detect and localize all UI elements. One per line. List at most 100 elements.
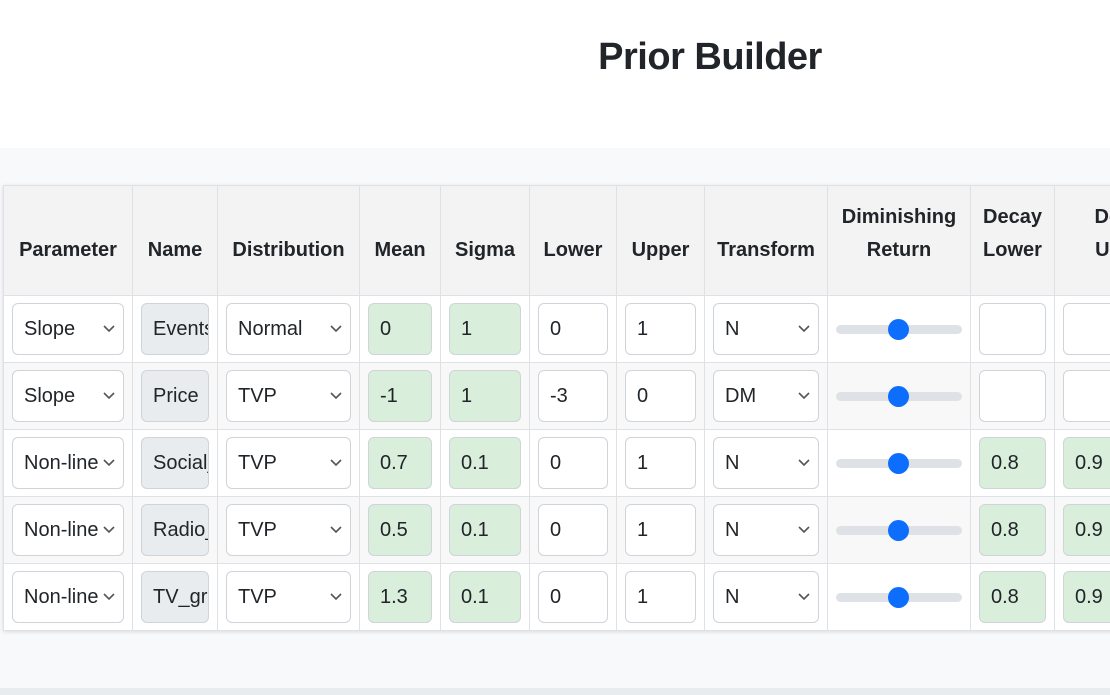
table-cell: -3 [529,362,617,430]
decay_upper-input[interactable]: 0.9 [1063,571,1110,623]
distribution-select[interactable]: Normal [226,303,351,355]
table-cell [1054,295,1110,363]
lower-input[interactable]: 0 [538,571,608,623]
table-cell: 0.5 [359,496,441,564]
sigma-input[interactable]: 0.1 [449,571,521,623]
table-cell: 0.9 [1054,563,1110,631]
column-header: Upper [616,185,705,296]
lower-input[interactable]: 0 [538,303,608,355]
table-cell: 0.7 [359,429,441,497]
lower-input[interactable]: -3 [538,370,608,422]
name-input[interactable]: Price [141,370,209,422]
parameter-select[interactable]: Slope [12,370,124,422]
table-cell [827,362,971,430]
dropdown-arrow [103,526,115,534]
table-cell: TVP [217,496,360,564]
diminishing-return-slider[interactable] [836,437,962,489]
table-cell: 0 [529,563,617,631]
sigma-input[interactable]: 1 [449,303,521,355]
slider-thumb[interactable] [888,453,909,474]
table-cell: 1 [440,295,530,363]
dropdown-arrow [798,459,810,467]
lower-input[interactable]: 0 [538,504,608,556]
parameter-select[interactable]: Non-line [12,437,124,489]
mean-input[interactable]: -1 [368,370,432,422]
transform-select[interactable]: N [713,504,819,556]
name-input[interactable]: Social_ [141,437,209,489]
table-cell: TVP [217,563,360,631]
upper-input[interactable]: 1 [625,303,696,355]
sigma-input[interactable]: 0.1 [449,504,521,556]
dropdown-arrow [103,593,115,601]
decay_lower-input[interactable] [979,303,1046,355]
parameter-select[interactable]: Slope [12,303,124,355]
upper-input[interactable]: 1 [625,504,696,556]
mean-input[interactable]: 0 [368,303,432,355]
table-cell: Normal [217,295,360,363]
mean-input[interactable]: 0.7 [368,437,432,489]
table-cell: TVP [217,362,360,430]
name-input[interactable]: TV_gr [141,571,209,623]
mean-input[interactable]: 0.5 [368,504,432,556]
table-cell [827,563,971,631]
diminishing-return-slider[interactable] [836,504,962,556]
sigma-input[interactable]: 1 [449,370,521,422]
table-cell: 0.9 [1054,429,1110,497]
upper-input[interactable]: 1 [625,437,696,489]
dropdown-arrow [330,325,342,333]
table-cell: N [704,429,828,497]
sigma-input[interactable]: 0.1 [449,437,521,489]
table-body: Slope Events Normal 0 1 0 1 N Slope Price TVP -1 1 -3… [3,295,1110,631]
transform-select[interactable]: N [713,437,819,489]
slider-thumb[interactable] [888,386,909,407]
diminishing-return-slider[interactable] [836,303,962,355]
slider-thumb[interactable] [888,520,909,541]
name-input[interactable]: Radio_ [141,504,209,556]
column-header: Decay Upper [1054,185,1110,296]
table-cell [970,362,1055,430]
decay_lower-input[interactable] [979,370,1046,422]
distribution-select[interactable]: TVP [226,571,351,623]
dropdown-arrow [330,593,342,601]
distribution-select[interactable]: TVP [226,370,351,422]
table-cell: 1 [440,362,530,430]
table-cell: 1 [616,563,705,631]
name-input[interactable]: Events [141,303,209,355]
decay_lower-input[interactable]: 0.8 [979,437,1046,489]
table-cell: Events [132,295,218,363]
lower-input[interactable]: 0 [538,437,608,489]
table-cell: Slope [3,295,133,363]
table-cell: N [704,295,828,363]
parameter-select[interactable]: Non-line [12,571,124,623]
decay_upper-input[interactable] [1063,303,1110,355]
table-cell: 1 [616,429,705,497]
upper-input[interactable]: 0 [625,370,696,422]
slider-thumb[interactable] [888,587,909,608]
transform-select[interactable]: DM [713,370,819,422]
transform-select[interactable]: N [713,303,819,355]
table-row: Non-line Social_ TVP 0.7 0.1 01N 0.8 0.9 [3,429,1110,497]
dropdown-arrow [798,526,810,534]
diminishing-return-slider[interactable] [836,571,962,623]
transform-select[interactable]: N [713,571,819,623]
column-header: Diminishing Return [827,185,971,296]
table-cell [827,429,971,497]
dropdown-arrow [798,593,810,601]
table-cell: 0 [616,362,705,430]
decay_lower-input[interactable]: 0.8 [979,571,1046,623]
mean-input[interactable]: 1.3 [368,571,432,623]
decay_lower-input[interactable]: 0.8 [979,504,1046,556]
slider-thumb[interactable] [888,319,909,340]
table-cell: Non-line [3,563,133,631]
decay_upper-input[interactable] [1063,370,1110,422]
dropdown-arrow [103,392,115,400]
diminishing-return-slider[interactable] [836,370,962,422]
parameter-select[interactable]: Non-line [12,504,124,556]
distribution-select[interactable]: TVP [226,437,351,489]
table-cell [970,295,1055,363]
upper-input[interactable]: 1 [625,571,696,623]
decay_upper-input[interactable]: 0.9 [1063,504,1110,556]
distribution-select[interactable]: TVP [226,504,351,556]
decay_upper-input[interactable]: 0.9 [1063,437,1110,489]
table-cell: DM [704,362,828,430]
